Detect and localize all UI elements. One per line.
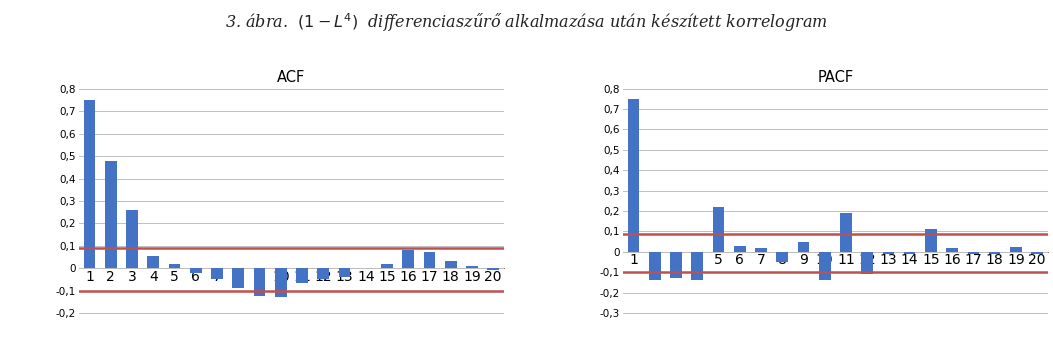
- Bar: [466, 266, 478, 268]
- Bar: [925, 230, 937, 252]
- Bar: [947, 248, 958, 252]
- Bar: [381, 264, 393, 268]
- Bar: [776, 252, 788, 262]
- Bar: [1010, 247, 1021, 252]
- Title: ACF: ACF: [277, 70, 305, 86]
- Bar: [488, 268, 499, 270]
- Bar: [126, 210, 138, 268]
- Bar: [423, 252, 435, 268]
- Bar: [296, 268, 307, 283]
- Bar: [212, 268, 223, 279]
- Bar: [692, 252, 703, 280]
- Bar: [968, 252, 979, 254]
- Bar: [339, 268, 351, 277]
- Bar: [670, 252, 681, 278]
- Bar: [713, 207, 724, 252]
- Bar: [755, 248, 767, 252]
- Bar: [105, 161, 117, 268]
- Bar: [233, 268, 244, 288]
- Bar: [254, 268, 265, 296]
- Bar: [882, 252, 894, 254]
- Bar: [190, 268, 202, 273]
- Bar: [797, 242, 810, 252]
- Bar: [402, 250, 414, 268]
- Bar: [147, 256, 159, 268]
- Bar: [649, 252, 660, 280]
- Bar: [840, 213, 852, 252]
- Bar: [275, 268, 286, 297]
- Bar: [84, 100, 96, 268]
- Bar: [903, 252, 915, 254]
- Bar: [734, 246, 746, 252]
- Bar: [819, 252, 831, 280]
- Bar: [1031, 252, 1042, 254]
- Text: 3. ábra.  $\left(1-L^{4}\right)$  differenciaszűrő alkalmazása után készített ko: 3. ábra. $\left(1-L^{4}\right)$ differen…: [225, 11, 828, 34]
- Bar: [861, 252, 873, 274]
- Bar: [628, 99, 639, 252]
- Bar: [317, 268, 330, 279]
- Bar: [445, 261, 457, 268]
- Bar: [168, 264, 180, 268]
- Bar: [989, 252, 1000, 254]
- Title: PACF: PACF: [817, 70, 853, 86]
